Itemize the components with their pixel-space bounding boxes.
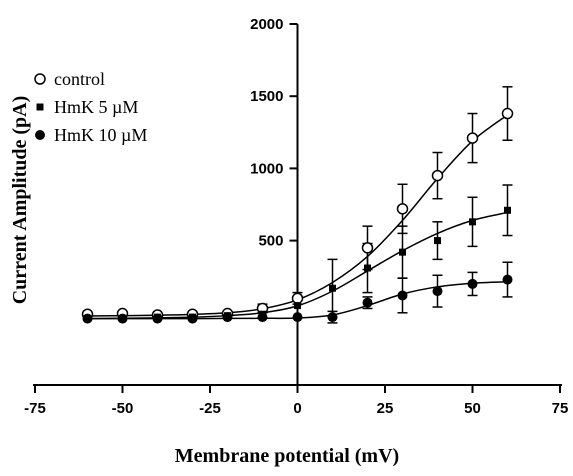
data-point-1 xyxy=(364,264,371,272)
axes: -75 -50 -25 0 25 50 75 500 1000 1500 2000 xyxy=(24,16,568,417)
data-point-1 xyxy=(469,218,476,226)
data-point-0 xyxy=(291,292,304,305)
data-point-2 xyxy=(187,313,198,324)
legend-label-1: HmK 5 µM xyxy=(54,97,138,117)
data-point-2 xyxy=(222,312,233,323)
data-point-2 xyxy=(467,278,478,289)
data-point-1 xyxy=(329,284,336,292)
data-point-2 xyxy=(362,297,373,308)
legend-marker-0 xyxy=(34,73,46,85)
data-point-0 xyxy=(501,107,514,120)
legend-marker-1 xyxy=(36,103,44,111)
data-point-2 xyxy=(117,313,128,324)
data-point-1 xyxy=(294,302,301,310)
x-tick-label: 75 xyxy=(552,400,569,417)
data-point-2 xyxy=(397,290,408,301)
data-markers xyxy=(81,107,514,324)
y-tick-label: 2000 xyxy=(250,16,283,33)
x-tick-label: 0 xyxy=(293,400,301,417)
data-point-1 xyxy=(399,248,406,256)
legend-label-0: control xyxy=(54,69,105,89)
x-tick-label: -25 xyxy=(199,400,221,417)
data-point-1 xyxy=(504,206,511,214)
data-point-2 xyxy=(432,286,443,297)
y-axis-title: Current Amplitude (pA) xyxy=(9,96,31,305)
y-tick-label: 1000 xyxy=(250,160,283,177)
data-point-0 xyxy=(466,132,479,144)
data-point-2 xyxy=(82,313,93,324)
y-tick-label: 1500 xyxy=(250,88,283,105)
x-tick-label: -50 xyxy=(112,400,134,417)
legend: control HmK 5 µM HmK 10 µM xyxy=(34,69,147,145)
x-tick-label: 50 xyxy=(464,400,481,417)
y-tick-label: 500 xyxy=(258,233,283,250)
legend-marker-2 xyxy=(35,130,45,140)
x-tick-label: 25 xyxy=(377,400,394,417)
data-point-2 xyxy=(292,312,303,323)
data-point-2 xyxy=(257,312,268,323)
data-point-0 xyxy=(396,203,409,215)
data-point-2 xyxy=(327,312,338,323)
data-point-0 xyxy=(361,242,374,254)
x-tick-label: -75 xyxy=(24,400,46,417)
data-point-2 xyxy=(502,274,513,285)
data-point-0 xyxy=(431,169,444,182)
legend-label-2: HmK 10 µM xyxy=(54,125,147,145)
x-axis-title: Membrane potential (mV) xyxy=(175,445,399,467)
data-point-2 xyxy=(152,313,163,324)
data-point-1 xyxy=(434,237,441,245)
